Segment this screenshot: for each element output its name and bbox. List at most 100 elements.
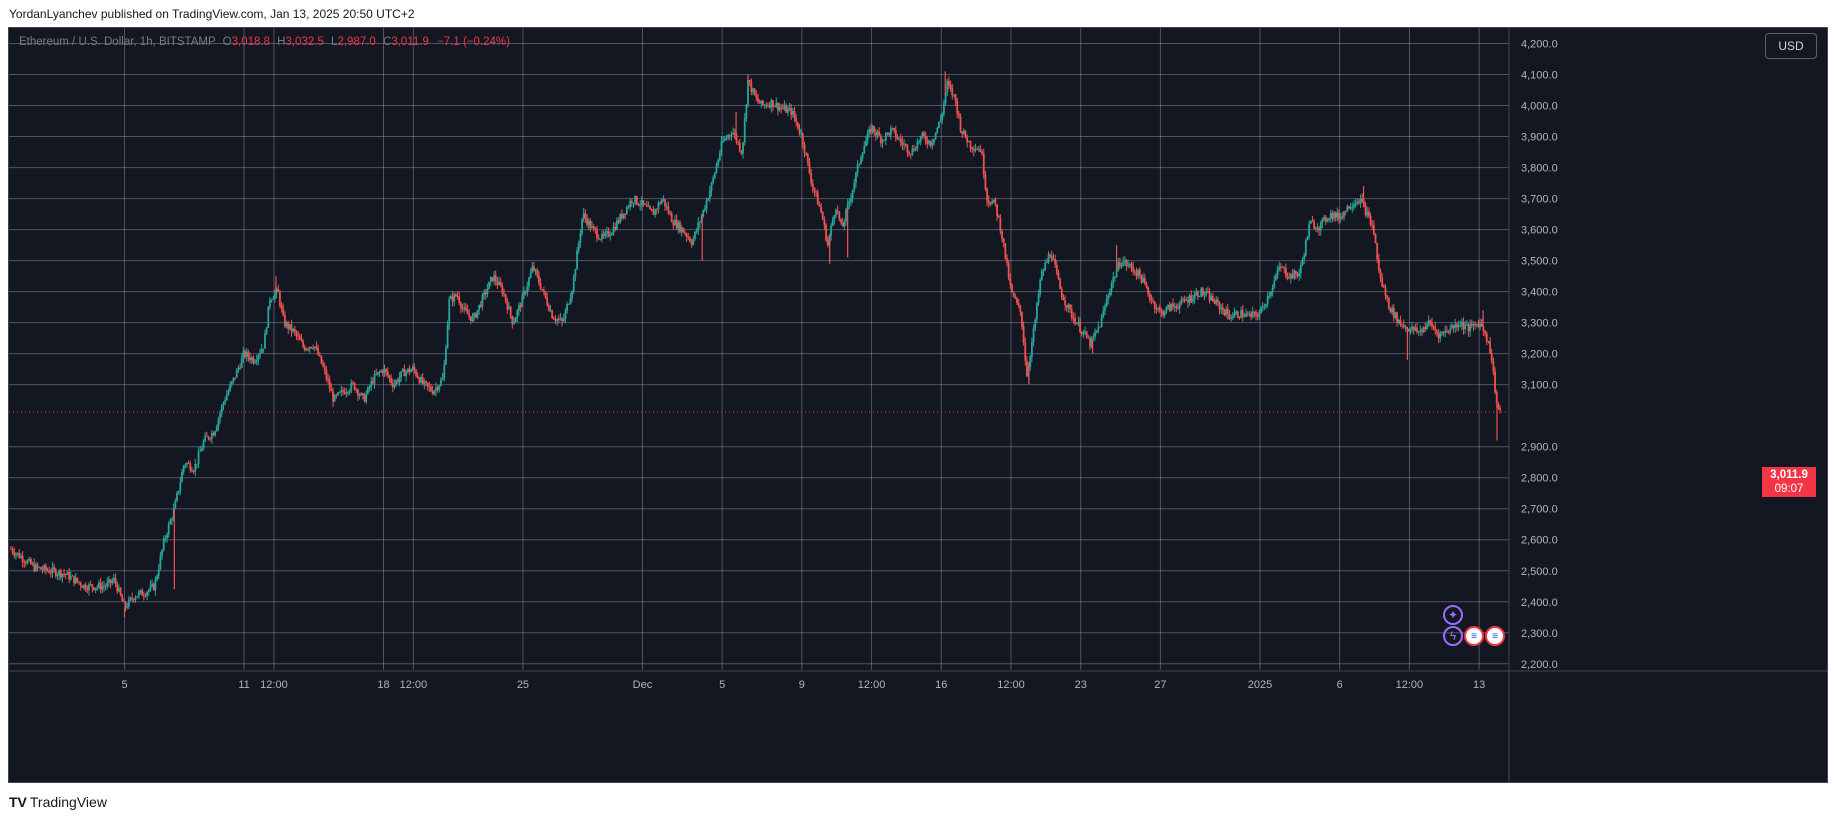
candle-body [841, 222, 844, 227]
candle-body [51, 567, 54, 573]
candle-body [1265, 304, 1267, 307]
candle-body [23, 561, 26, 563]
candle-body [1284, 268, 1287, 276]
candle-body [577, 242, 580, 251]
candle-body [863, 146, 866, 154]
candle-body [308, 346, 311, 349]
candle-body [302, 341, 305, 347]
candle-body [280, 305, 283, 309]
candle-body [1055, 264, 1058, 273]
candle-body [473, 313, 476, 317]
candle-body [229, 384, 232, 391]
candle-body [760, 100, 763, 104]
candle-body [1072, 317, 1075, 319]
candle-body [134, 597, 137, 600]
candle-body [717, 159, 720, 166]
candle-body [345, 392, 348, 394]
candle-body [1115, 270, 1118, 278]
currency-button[interactable]: USD [1765, 33, 1817, 59]
candle-body [782, 108, 784, 110]
candle-body [1016, 298, 1018, 303]
candle-body [1298, 273, 1301, 277]
candle-body [26, 560, 29, 564]
candle-body [269, 300, 271, 307]
candle-body [1319, 222, 1322, 231]
candle-body [126, 606, 129, 608]
candle-body [994, 199, 997, 205]
candle-body [791, 111, 794, 115]
candle-body [1374, 233, 1377, 243]
candle-body [786, 108, 789, 113]
candle-body [758, 101, 761, 104]
chart-panel[interactable]: 4,200.0 4,100.0 4,000.0 3,900.0 3,800.0 3,700… [8, 27, 1828, 783]
candle-body [720, 141, 723, 154]
price-chart[interactable]: 4,200.0 4,100.0 4,000.0 3,900.0 3,800.0 3,700… [9, 28, 1828, 783]
candle-body [526, 286, 529, 293]
candle-body [541, 289, 544, 291]
candle-body [607, 231, 610, 237]
star-icon[interactable]: ✦ [1443, 605, 1463, 625]
candle-body [612, 227, 615, 234]
candle-body [355, 389, 358, 391]
candle-body [73, 575, 75, 584]
candle-body [1439, 333, 1442, 339]
candle-body [71, 575, 74, 577]
footer-brand[interactable]: TV TradingView [9, 794, 107, 810]
candle-body [1221, 307, 1224, 311]
candle-body [825, 225, 827, 241]
candle-body [627, 206, 630, 208]
candle-body [652, 211, 655, 215]
candle-body [858, 163, 861, 165]
candle-body [763, 104, 766, 106]
candle-body [850, 198, 852, 202]
candle-body [773, 106, 776, 108]
candle-body [217, 418, 220, 427]
candle-body [1343, 211, 1345, 218]
candle-body [596, 229, 598, 238]
candle-body [1114, 277, 1116, 278]
candle-body [908, 152, 910, 154]
us-flag-icon[interactable]: ≡ [1464, 626, 1484, 646]
candle-body [951, 87, 954, 96]
candle-body [194, 464, 197, 472]
candle-body [360, 393, 363, 396]
candle-body [1412, 326, 1415, 331]
candle-body [464, 307, 467, 311]
candle-body [1213, 301, 1216, 304]
candle-body [1084, 331, 1086, 333]
candle-body [33, 563, 36, 571]
candle-body [840, 219, 842, 223]
candle-body [1225, 308, 1228, 316]
candle-body [418, 377, 421, 383]
candle-body [531, 266, 534, 273]
candle-body [1082, 331, 1085, 334]
lightning-icon[interactable]: ϟ [1443, 626, 1463, 646]
candle-body [903, 144, 905, 146]
candle-body [687, 236, 690, 238]
candle-body [1450, 325, 1453, 329]
candle-body [1407, 329, 1410, 332]
x-tick-label: 2025 [1248, 679, 1272, 691]
candle-body [84, 584, 87, 590]
candle-body [1474, 324, 1477, 325]
candle-body [1333, 212, 1335, 219]
us-flag-icon[interactable]: ≡ [1485, 626, 1505, 646]
candle-body [601, 234, 603, 240]
candle-body [620, 214, 623, 219]
candle-body [1288, 277, 1291, 279]
candle-body [793, 111, 796, 119]
candle-body [1251, 311, 1254, 317]
candle-body [1275, 275, 1277, 281]
candle-body [1069, 304, 1071, 310]
candle-body [1470, 324, 1473, 326]
candle-body [1029, 356, 1032, 367]
candle-body [997, 215, 1000, 218]
candle-body [954, 94, 957, 101]
candle-body [68, 572, 70, 580]
candle-body [534, 269, 537, 271]
candle-body [406, 368, 409, 372]
candle-body [1359, 198, 1362, 204]
candle-body [765, 104, 768, 107]
candle-body [712, 177, 715, 183]
open-label: O [222, 36, 232, 48]
